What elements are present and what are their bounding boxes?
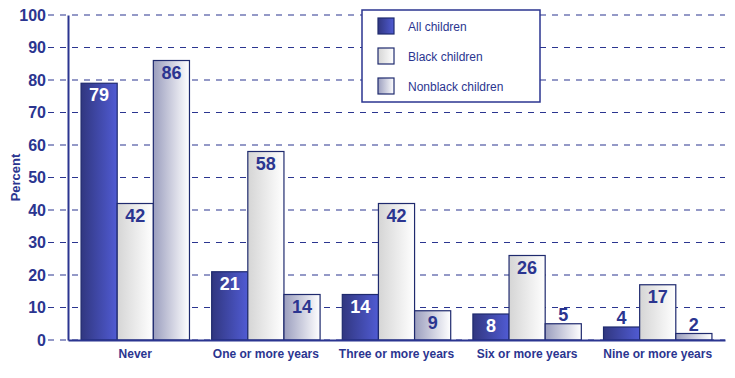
y-tick-label: 10 (28, 299, 46, 316)
legend-label: Black children (408, 50, 483, 64)
x-axis: Never One or more years Three or more year… (69, 340, 726, 361)
y-tick: 60 (28, 137, 68, 154)
y-tick: 40 (28, 202, 68, 219)
bar (640, 285, 676, 340)
y-tick: 90 (28, 39, 68, 56)
legend-label: Nonblack children (408, 80, 503, 94)
x-tick-label: Three or more years (339, 347, 455, 361)
x-tick: Three or more years (339, 340, 455, 361)
bar (284, 295, 320, 341)
bar (545, 324, 581, 340)
bar (473, 314, 509, 340)
y-tick-label: 100 (19, 7, 46, 24)
y-tick-label: 80 (28, 72, 46, 89)
data-label: 21 (220, 274, 240, 294)
bar (415, 311, 451, 340)
legend: All children Black children Nonblack child… (362, 10, 540, 102)
data-label: 5 (558, 305, 568, 325)
chart: 0 10 20 30 40 50 60 70 80 90 100 Never One or more y… (0, 0, 735, 378)
y-tick: 100 (19, 7, 68, 24)
y-tick-label: 70 (28, 104, 46, 121)
grid-line (48, 112, 725, 113)
bar (248, 152, 284, 341)
data-label: 58 (256, 154, 276, 174)
grid-line (48, 144, 725, 145)
x-tick-label: One or more years (213, 347, 319, 361)
bar (342, 295, 378, 341)
y-tick: 50 (28, 169, 68, 186)
y-axis-line (68, 16, 70, 341)
grid-line (48, 339, 725, 340)
bar (604, 327, 640, 340)
data-label: 42 (125, 206, 145, 226)
data-label: 79 (89, 85, 109, 105)
y-axis-title: Percent (8, 153, 23, 201)
bar (117, 204, 153, 341)
grid-line (48, 177, 725, 178)
y-tick: 30 (28, 234, 68, 251)
data-label: 14 (350, 297, 370, 317)
y-tick-label: 20 (28, 267, 46, 284)
legend-swatch (378, 78, 394, 94)
y-tick: 0 (37, 332, 68, 349)
y-tick: 10 (28, 299, 68, 316)
y-tick-label: 0 (37, 332, 46, 349)
y-tick-label: 50 (28, 169, 46, 186)
data-label: 4 (617, 308, 627, 328)
x-tick: Nine or more years (603, 340, 712, 361)
y-tick: 80 (28, 72, 68, 89)
x-tick: Never (119, 340, 153, 361)
data-label: 86 (161, 63, 181, 83)
data-label: 9 (428, 313, 438, 333)
bar (378, 204, 414, 341)
y-tick: 20 (28, 267, 68, 284)
data-label: 17 (648, 287, 668, 307)
legend-swatch (378, 18, 394, 34)
y-axis: 0 10 20 30 40 50 60 70 80 90 100 (19, 7, 68, 349)
y-tick-label: 90 (28, 39, 46, 56)
y-tick: 70 (28, 104, 68, 121)
x-tick-label: Nine or more years (603, 347, 712, 361)
bar (509, 256, 545, 341)
data-label: 26 (517, 258, 537, 278)
data-label: 14 (292, 297, 312, 317)
data-label: 42 (386, 206, 406, 226)
data-label: 2 (689, 315, 699, 335)
x-tick-label: Never (119, 347, 153, 361)
data-labels: 79 21 14 8 4 42 58 42 26 17 86 14 9 5 2 (89, 63, 699, 337)
data-label: 8 (486, 316, 496, 336)
y-tick-label: 40 (28, 202, 46, 219)
x-axis-line (69, 340, 726, 342)
bar (153, 61, 189, 341)
grid (48, 15, 725, 340)
legend-swatch (378, 48, 394, 64)
legend-box (362, 10, 540, 102)
legend-label: All children (408, 20, 467, 34)
bar (212, 272, 248, 340)
bar (81, 83, 117, 340)
x-tick-label: Six or more years (477, 347, 578, 361)
y-tick-label: 60 (28, 137, 46, 154)
x-tick: One or more years (213, 340, 319, 361)
x-tick: Six or more years (477, 340, 578, 361)
y-tick-label: 30 (28, 234, 46, 251)
